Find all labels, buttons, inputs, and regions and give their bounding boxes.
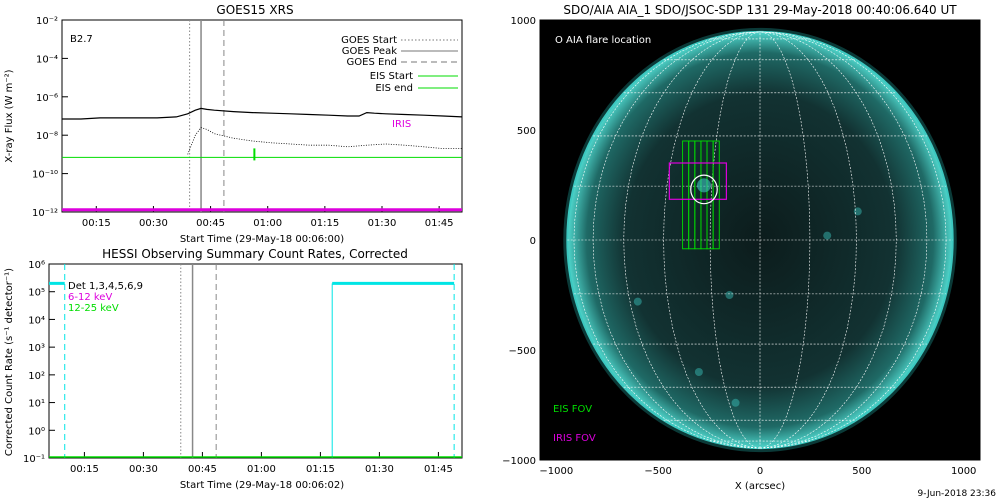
aia-x-tick-label: 500	[852, 466, 871, 477]
sun-limb	[566, 30, 954, 450]
aia-y-tick-label: −500	[509, 346, 536, 357]
longitude-line	[573, 31, 761, 449]
legend-6-12-kev: 6-12 keV	[68, 292, 112, 303]
goes-x-tick-label: 01:00	[253, 218, 282, 229]
goes-x-tick-label: 00:45	[196, 218, 225, 229]
hessi-x-tick-label: 00:30	[129, 464, 158, 475]
aia-x-tick-label: 1000	[951, 466, 976, 477]
legend-goes-end: GOES End	[347, 57, 397, 68]
bright-region	[853, 207, 862, 216]
goes-iris-label: IRIS	[392, 119, 411, 130]
legend-eis-end: EIS end	[375, 83, 413, 94]
hessi-x-tick-label: 00:15	[70, 464, 99, 475]
aia-y-tick-label: 0	[530, 236, 536, 247]
goes-x-tick-label: 00:15	[82, 218, 111, 229]
legend-eis-start: EIS Start	[370, 71, 413, 82]
goes-y-tick-label: 10⁻¹²	[32, 208, 58, 219]
goes-y-axis-label: X-ray Flux (W m⁻²)	[4, 69, 15, 162]
aia-y-tick-label: −1000	[502, 456, 536, 467]
longitude-line	[663, 31, 761, 449]
bright-region	[694, 368, 703, 376]
flare-bright-core	[696, 178, 711, 193]
goes-series-short	[187, 127, 462, 155]
goes-y-tick-label: 10⁻⁴	[36, 54, 58, 65]
goes-x-tick-label: 00:30	[139, 218, 168, 229]
goes-y-tick-label: 10⁻¹⁰	[32, 170, 58, 181]
hessi-y-tick-label: 10⁴	[28, 315, 45, 326]
goes-x-axis-label: Start Time (29-May-18 00:06:00)	[180, 234, 344, 245]
aia-x-tick-label: −500	[644, 466, 671, 477]
hessi-y-tick-label: 10¹	[28, 399, 45, 410]
bright-region	[823, 231, 832, 240]
goes-legend: GOES Start GOES Peak GOES End EIS Start …	[341, 35, 458, 94]
aia-eis-fov-label: EIS FOV	[553, 404, 592, 415]
bright-region	[725, 291, 734, 299]
goes-plot-frame	[61, 19, 463, 213]
heliographic-grid	[567, 31, 953, 449]
flare-location-marker	[690, 174, 718, 205]
aia-x-tick-label: 0	[757, 466, 763, 477]
aia-y-tick-label: 500	[517, 126, 536, 137]
eis-fov	[682, 140, 720, 250]
hessi-x-tick-label: 01:45	[424, 464, 453, 475]
hessi-y-axis-label: Corrected Count Rate (s⁻¹ detector⁻¹)	[4, 268, 15, 456]
goes-x-tick-label: 01:15	[310, 218, 339, 229]
footer-date: 9-Jun-2018 23:36	[918, 489, 997, 499]
hessi-y-tick-label: 10³	[28, 343, 45, 354]
aia-solar-image: SDO/AIA AIA_1 SDO/JSOC-SDP 131 29-May-20…	[502, 3, 981, 492]
aia-title: SDO/AIA AIA_1 SDO/JSOC-SDP 131 29-May-20…	[563, 3, 957, 17]
hessi-y-tick-label: 10²	[28, 371, 45, 382]
bright-region	[633, 297, 642, 306]
goes-y-tick-label: 10⁻²	[36, 16, 58, 27]
legend-goes-peak: GOES Peak	[342, 46, 397, 57]
goes-x-tick-label: 01:30	[368, 218, 397, 229]
goes-x-tick-label: 01:45	[425, 218, 454, 229]
aia-y-tick-label: 1000	[511, 16, 536, 27]
hessi-x-tick-label: 01:15	[306, 464, 335, 475]
aia-legend-flare-location: O AIA flare location	[555, 35, 651, 46]
hessi-x-axis-label: Start Time (29-May-18 00:06:02)	[180, 480, 344, 491]
hessi-plot-frame	[48, 263, 463, 459]
goes-series-long	[62, 107, 463, 120]
hessi-y-tick-label: 10⁻¹	[23, 454, 45, 465]
legend-goes-start: GOES Start	[341, 35, 397, 46]
hessi-x-tick-label: 01:00	[247, 464, 276, 475]
aia-x-axis-label: X (arcsec)	[735, 481, 785, 492]
legend-12-25-kev: 12-25 keV	[68, 303, 119, 314]
goes-xrs-plot: GOES15 XRS 10⁻² 10⁻⁴ 10⁻⁶ 10⁻⁸ 10⁻¹⁰ 10⁻¹² 00…	[4, 3, 463, 245]
hessi-y-tick-label: 10⁶	[28, 260, 45, 271]
goes-title: GOES15 XRS	[216, 3, 293, 17]
eis-fov-slit	[712, 140, 720, 250]
goes-class-label: B2.7	[70, 34, 93, 45]
hessi-y-tick-label: 10⁰	[28, 426, 45, 437]
hessi-legend: Det 1,3,4,5,6,9 6-12 keV 12-25 keV	[68, 281, 143, 314]
hessi-x-tick-label: 01:30	[365, 464, 394, 475]
bright-region	[731, 398, 740, 407]
hessi-x-tick-label: 00:45	[188, 464, 217, 475]
legend-det: Det 1,3,4,5,6,9	[68, 281, 143, 292]
hessi-y-tick-label: 10⁵	[28, 288, 45, 299]
hessi-title: HESSI Observing Summary Count Rates, Cor…	[102, 247, 408, 261]
goes-y-tick-label: 10⁻⁸	[36, 131, 58, 142]
hessi-count-rate-plot: HESSI Observing Summary Count Rates, Cor…	[4, 247, 463, 491]
aia-iris-fov-label: IRIS FOV	[553, 433, 596, 444]
iris-fov	[668, 162, 727, 200]
goes-y-tick-label: 10⁻⁶	[36, 93, 58, 104]
aia-x-tick-label: −1000	[539, 466, 573, 477]
